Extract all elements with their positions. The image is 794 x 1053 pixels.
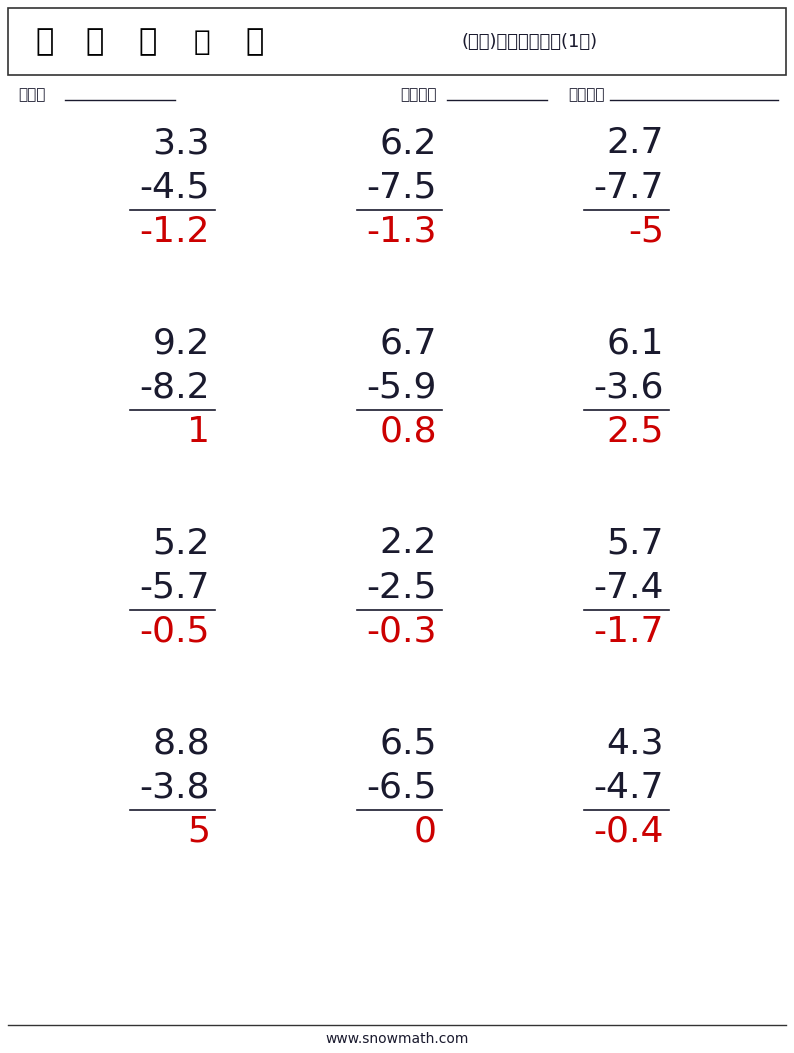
Text: -7.4: -7.4	[593, 571, 664, 605]
Text: 名前：: 名前：	[18, 87, 45, 102]
Text: -7.5: -7.5	[367, 171, 437, 205]
Text: 9.2: 9.2	[152, 326, 210, 360]
Text: -8.2: -8.2	[140, 371, 210, 405]
Text: 日にち：: 日にち：	[400, 87, 437, 102]
Text: 🔭: 🔭	[194, 28, 210, 56]
Text: 🫙: 🫙	[139, 27, 157, 57]
Text: -3.8: -3.8	[140, 771, 210, 804]
Text: 2.7: 2.7	[607, 126, 664, 160]
Text: 0.8: 0.8	[380, 415, 437, 449]
Text: -7.7: -7.7	[593, 171, 664, 205]
Text: 6.7: 6.7	[380, 326, 437, 360]
Text: -5: -5	[628, 215, 664, 249]
Text: -0.5: -0.5	[140, 615, 210, 649]
Text: 5.2: 5.2	[152, 526, 210, 560]
Text: -3.6: -3.6	[593, 371, 664, 405]
Text: 5: 5	[187, 815, 210, 849]
Text: 2.2: 2.2	[380, 526, 437, 560]
Text: -0.4: -0.4	[593, 815, 664, 849]
Text: 🌲: 🌲	[86, 27, 104, 57]
Text: -1.2: -1.2	[140, 215, 210, 249]
Text: -2.5: -2.5	[367, 571, 437, 605]
Text: -0.3: -0.3	[367, 615, 437, 649]
Text: 3.3: 3.3	[152, 126, 210, 160]
Text: 🍶: 🍶	[36, 27, 54, 57]
Text: (筆算)小数の引き算(1桁): (筆算)小数の引き算(1桁)	[462, 33, 598, 51]
Text: 8.8: 8.8	[152, 726, 210, 760]
Text: 5.7: 5.7	[607, 526, 664, 560]
Text: -4.5: -4.5	[140, 171, 210, 205]
Text: -1.3: -1.3	[367, 215, 437, 249]
Text: 0: 0	[414, 815, 437, 849]
Text: 6.5: 6.5	[380, 726, 437, 760]
Text: -1.7: -1.7	[593, 615, 664, 649]
Text: 4.3: 4.3	[607, 726, 664, 760]
Text: www.snowmath.com: www.snowmath.com	[326, 1032, 468, 1046]
Text: スコア：: スコア：	[568, 87, 604, 102]
FancyBboxPatch shape	[8, 8, 786, 75]
Text: 1: 1	[187, 415, 210, 449]
Text: 2.5: 2.5	[607, 415, 664, 449]
Text: 6.2: 6.2	[380, 126, 437, 160]
Text: -6.5: -6.5	[367, 771, 437, 804]
Text: 🍄: 🍄	[246, 27, 264, 57]
Text: -4.7: -4.7	[593, 771, 664, 804]
Text: 6.1: 6.1	[607, 326, 664, 360]
Text: -5.7: -5.7	[140, 571, 210, 605]
Text: -5.9: -5.9	[367, 371, 437, 405]
